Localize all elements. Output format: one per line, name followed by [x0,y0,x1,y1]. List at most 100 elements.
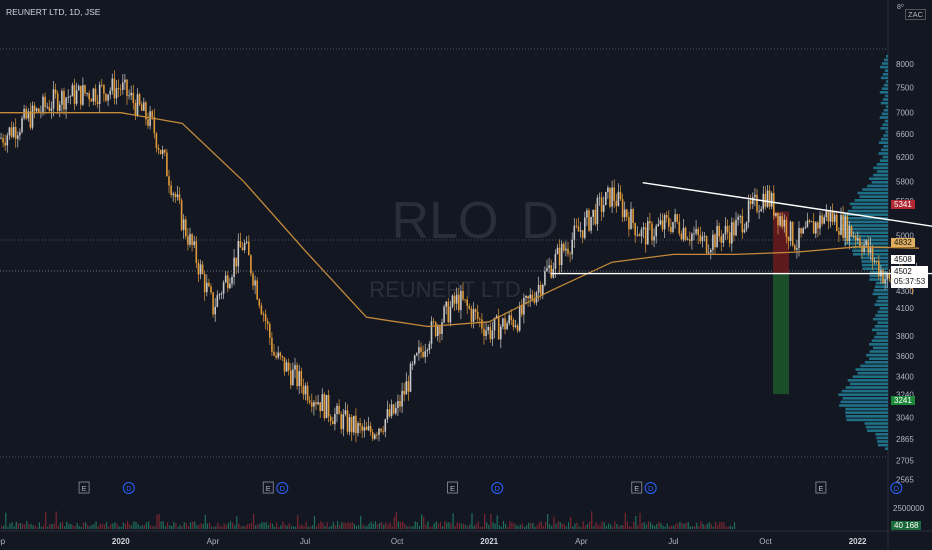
candle-body [201,264,204,274]
volume-bar [717,525,719,529]
candle-body [203,273,206,293]
candle-body [812,221,815,234]
dividend-marker [491,482,504,494]
volume-bar [708,522,710,529]
candle-body [804,227,807,229]
volume-profile-bar [876,299,888,303]
candle-body [294,365,296,370]
candle-body [71,85,74,97]
candle-body [25,108,27,119]
candle-body [607,187,609,193]
candle-body [143,102,145,111]
candle-body [548,265,550,269]
volume-bar [288,523,290,529]
candle-body [157,148,160,150]
candle-body [90,99,93,102]
volume-bar [599,525,601,529]
candle-body [508,315,510,324]
candle-body [4,142,6,146]
candle-body [136,94,139,116]
volume-bar [681,522,683,529]
volume-bar [217,522,219,529]
volume-profile-bar [884,119,888,123]
volume-bar [328,526,330,529]
volume-bar [185,523,187,529]
candle-body [756,194,758,212]
candle-body [245,241,248,243]
symbol-legend[interactable]: REUNERT LTD, 1D, JSE [6,7,101,17]
volume-bar [591,511,593,529]
candle-body [850,225,853,237]
candle-body [779,216,781,226]
volume-bar [538,522,540,529]
candle-body [392,404,395,414]
candle-body [773,193,775,216]
candle-body [516,325,519,331]
candle-body [821,215,823,224]
candle-body [407,381,410,392]
volume-bar [318,523,320,529]
volume-bar [74,525,76,529]
volume-bar [431,526,433,529]
candle-body [222,282,225,294]
candle-body [193,241,195,245]
candle-body [768,190,771,207]
candle-body [752,197,754,205]
candle-body [640,229,643,237]
volume-bar [343,522,345,529]
candle-body [96,101,99,104]
volume-bar [481,526,484,529]
candle-body [105,93,107,101]
candle-body [682,227,685,240]
candle-body [838,231,840,235]
volume-bar [484,513,486,529]
candle-body [298,371,300,387]
candle-body [287,362,290,371]
candle-body [216,295,219,307]
volume-bar [719,522,721,529]
volume-bar [332,521,334,529]
candle-body [766,190,769,207]
candle-body [659,220,662,225]
volume-bar [456,522,458,529]
volume-bar [353,523,355,529]
volume-bar [51,524,53,529]
volume-profile-bar [857,371,888,375]
candle-body [787,236,790,242]
volume-bar [551,525,553,529]
volume-bar [36,526,38,529]
volume-bar [169,525,171,529]
volume-bar [528,522,530,529]
candle-body [802,228,804,234]
volume-profile-bar [860,364,888,368]
candle-body [764,193,767,207]
volume-bar [574,523,576,529]
candle-body [726,225,729,233]
candle-body [151,111,153,117]
volume-bar [652,524,654,529]
earnings-marker [815,481,827,494]
volume-bar [362,524,364,529]
candle-body [376,434,378,436]
volume-bar [26,521,28,529]
volume-bar [103,524,106,529]
candle-body [281,355,284,358]
volume-bar [664,526,666,529]
candle-body [483,328,485,337]
volume-bar [370,521,372,529]
volume-bar [28,523,30,529]
volume-bar [108,526,110,529]
candle-body [63,90,65,110]
candle-body [0,137,2,139]
volume-bar [349,522,351,529]
volume-bar [225,524,227,529]
volume-bar [7,526,9,529]
volume-profile-bar [885,447,888,450]
candle-body [783,219,786,227]
candle-body [506,323,508,330]
y-tick-label: 3600 [896,352,914,361]
candle-body [264,314,267,322]
currency-badge[interactable]: ZAC [905,9,926,20]
